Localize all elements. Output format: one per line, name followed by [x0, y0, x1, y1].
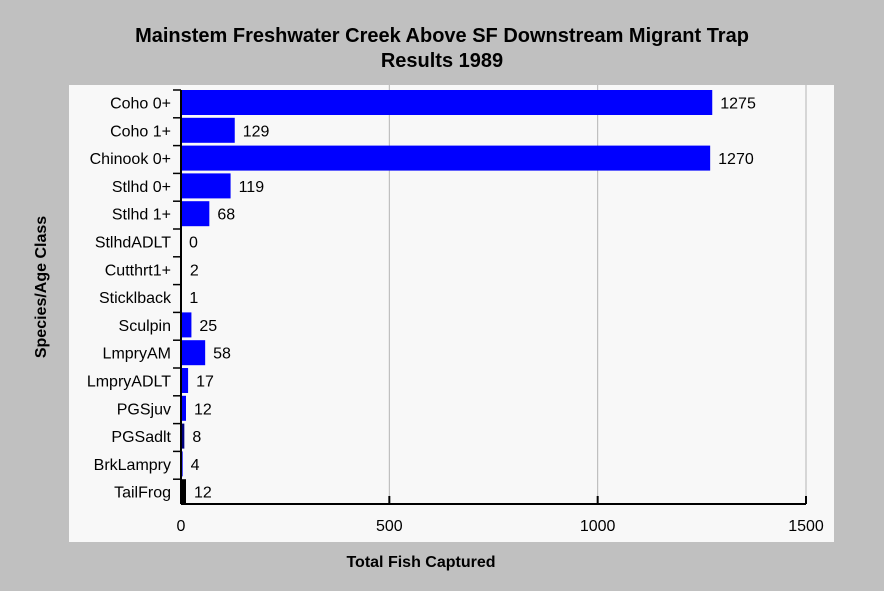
category-label: Chinook 0+ [90, 151, 171, 168]
category-label: Sticklback [99, 290, 172, 307]
category-label: BrkLampry [94, 457, 171, 474]
category-label: TailFrog [114, 485, 171, 502]
category-label: StlhdADLT [95, 235, 171, 252]
data-label: 1 [189, 290, 198, 307]
category-label: Cutthrt1+ [105, 262, 171, 279]
x-tick-label: 0 [177, 518, 186, 535]
data-label: 1270 [718, 151, 754, 168]
chart-title: Mainstem Freshwater Creek Above SF Downs… [135, 25, 749, 47]
x-tick-label: 1000 [580, 518, 616, 535]
x-axis-title: Total Fish Captured [346, 554, 495, 571]
category-label: Sculpin [119, 318, 171, 335]
bar [181, 395, 186, 421]
bar [181, 368, 189, 393]
bars [181, 90, 713, 505]
data-label: 119 [239, 179, 265, 196]
data-label: 2 [190, 262, 199, 279]
labels: 0 500 1000 1500 Coho 0+ 1275 Coho 1+ 129 Chinook… [87, 96, 824, 536]
bar [181, 201, 210, 227]
data-label: 4 [191, 457, 200, 474]
x-tick-label: 1500 [788, 518, 824, 535]
data-label: 17 [196, 374, 214, 391]
category-label: PGSjuv [117, 401, 171, 418]
bar [181, 173, 231, 199]
data-label: 25 [199, 318, 217, 335]
data-label: 0 [189, 235, 198, 252]
bar [181, 423, 185, 449]
category-label: LmpryAM [103, 346, 171, 363]
data-label: 68 [217, 207, 235, 224]
x-tick-label: 500 [376, 518, 403, 535]
category-label: LmpryADLT [87, 374, 171, 391]
category-label: PGSadlt [111, 429, 171, 446]
category-label: Coho 0+ [110, 96, 171, 113]
data-label: 12 [194, 485, 212, 502]
category-label: Coho 1+ [110, 123, 171, 140]
data-label: 129 [243, 123, 270, 140]
bar [181, 145, 711, 171]
category-label: Stlhd 0+ [112, 179, 171, 196]
data-label: 8 [192, 429, 201, 446]
data-label: 12 [194, 401, 212, 418]
bar [181, 479, 186, 505]
bar [181, 90, 713, 115]
bar [181, 117, 235, 143]
bar [181, 312, 192, 338]
y-axis-title: Species/Age Class [33, 216, 50, 358]
category-label: Stlhd 1+ [112, 207, 171, 224]
data-label: 58 [213, 346, 231, 363]
axes [173, 89, 807, 505]
data-label: 1275 [720, 96, 756, 113]
bar [181, 340, 206, 366]
chart-subtitle: Results 1989 [381, 50, 503, 72]
